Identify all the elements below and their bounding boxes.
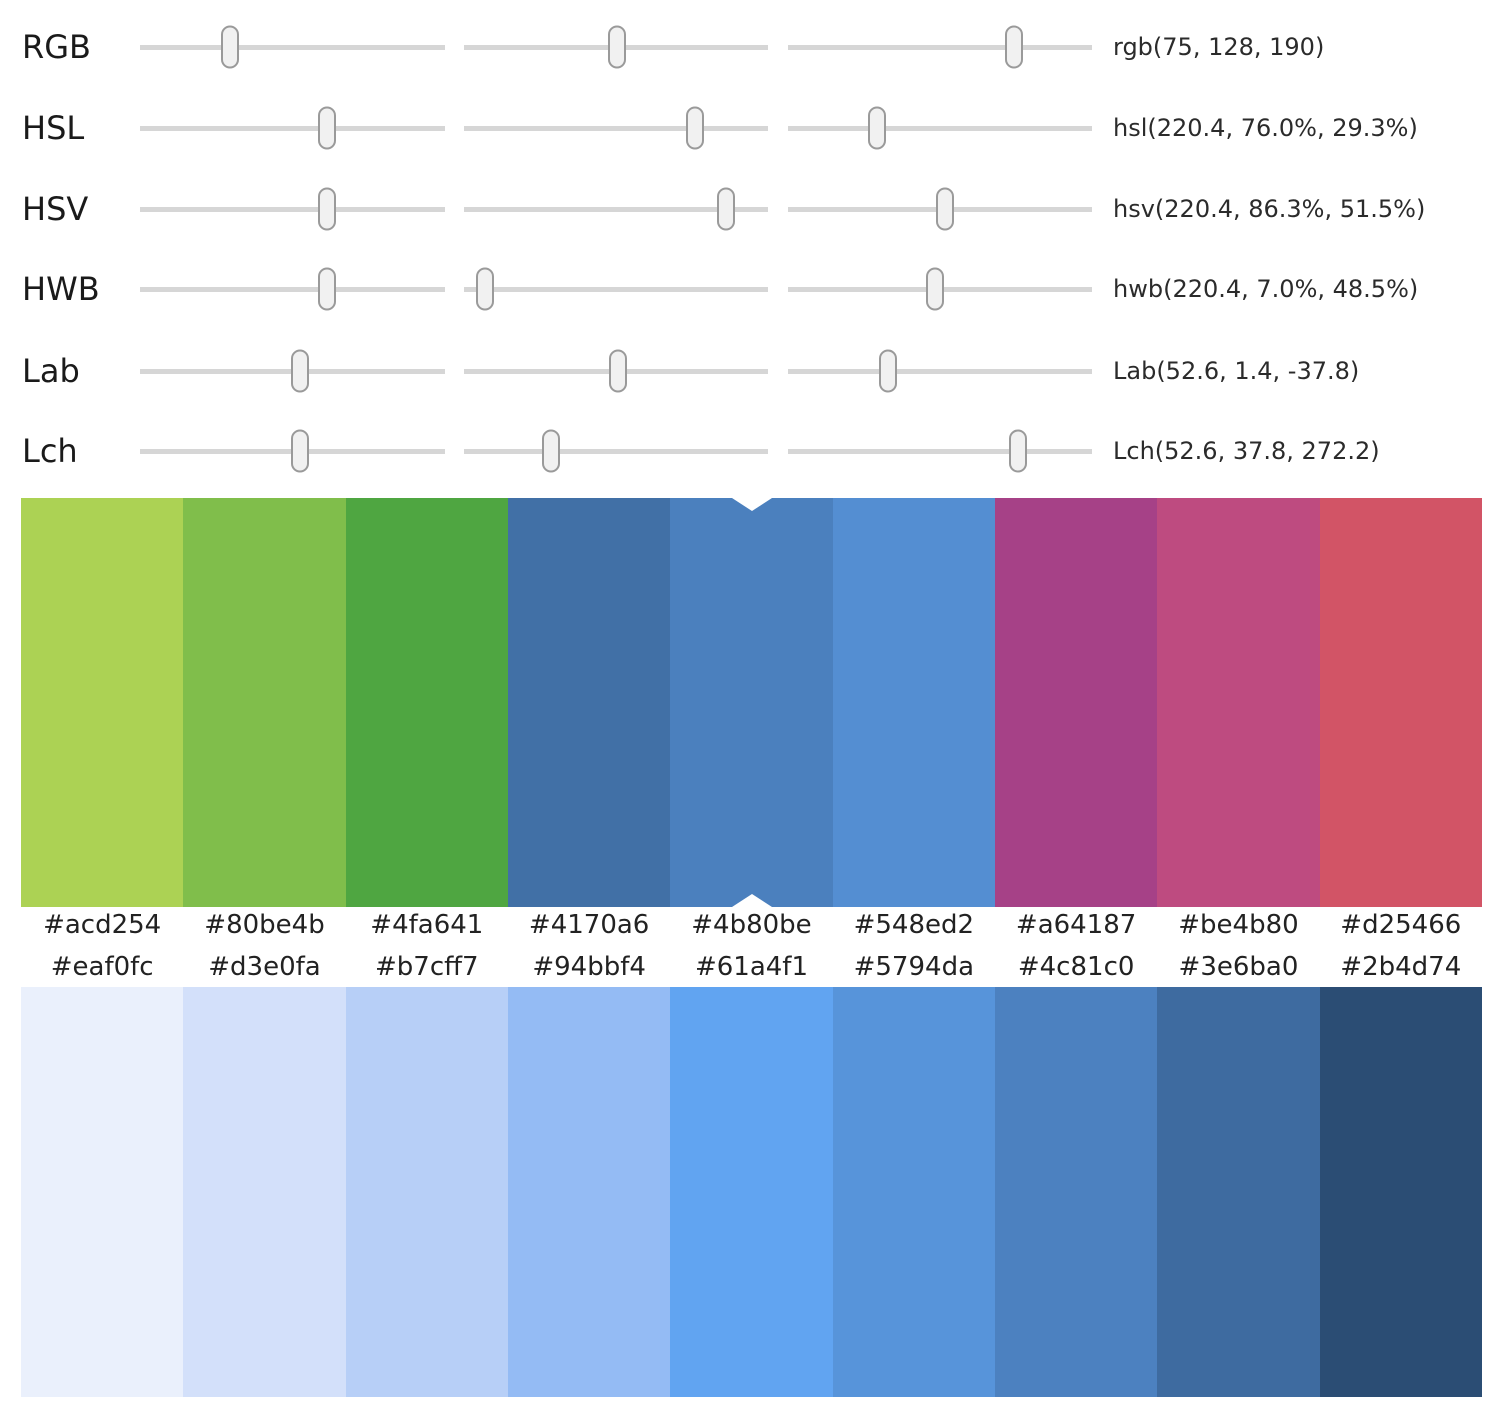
color-value-text: hwb(220.4, 7.0%, 48.5%) [1113, 275, 1419, 303]
hex-label: #eaf0fc [50, 952, 154, 982]
hex-label: #4fa641 [370, 910, 484, 940]
hue-strip [21, 498, 1482, 907]
slider-track[interactable] [140, 349, 445, 393]
slider-row-label: Lch [22, 432, 78, 470]
slider-row-hsv: HSV hsv(220.4, 86.3%, 51.5%) [0, 169, 1501, 249]
hex-label: #d25466 [1340, 910, 1462, 940]
hex-label: #d3e0fa [208, 952, 321, 982]
selection-notch-bottom [731, 894, 772, 907]
slider-row-label: HWB [22, 270, 100, 308]
lightness-strip [21, 987, 1482, 1397]
slider-track[interactable] [464, 429, 768, 473]
lightness-swatch[interactable] [1157, 987, 1320, 1397]
lightness-swatch[interactable] [507, 987, 671, 1397]
lightness-swatch[interactable] [994, 987, 1158, 1397]
slider-handle[interactable] [608, 349, 627, 393]
slider-track[interactable] [464, 25, 768, 69]
slider-track[interactable] [140, 25, 445, 69]
slider-handle[interactable] [476, 267, 495, 311]
slider-track[interactable] [140, 187, 445, 231]
hue-swatch[interactable] [345, 498, 508, 907]
slider-row-label: Lab [22, 352, 80, 390]
hex-label: #5794da [853, 952, 974, 982]
slider-track[interactable] [788, 25, 1092, 69]
slider-track[interactable] [788, 429, 1092, 473]
slider-handle[interactable] [717, 187, 736, 231]
hue-hex-label-row: #acd254 #80be4b #4fa641 #4170a6 #4b80be #548e… [21, 908, 1482, 942]
color-value-text: hsv(220.4, 86.3%, 51.5%) [1113, 195, 1426, 223]
hex-label: #548ed2 [853, 910, 975, 940]
lightness-swatch[interactable] [670, 987, 833, 1397]
slider-track[interactable] [788, 187, 1092, 231]
slider-track[interactable] [464, 267, 768, 311]
slider-track[interactable] [788, 106, 1092, 150]
lightness-swatch[interactable] [1319, 987, 1482, 1397]
slider-track[interactable] [140, 429, 445, 473]
hue-swatch[interactable] [21, 498, 184, 907]
lightness-swatch[interactable] [183, 987, 346, 1397]
slider-handle[interactable] [607, 25, 626, 69]
selection-notch-top [731, 498, 772, 511]
hue-swatch[interactable] [1319, 498, 1482, 907]
slider-handle[interactable] [317, 267, 336, 311]
hex-label: #2b4d74 [1340, 952, 1462, 982]
lightness-swatch[interactable] [832, 987, 995, 1397]
hex-label: #94bbf4 [532, 952, 646, 982]
slider-row-lch: Lch Lch(52.6, 37.8, 272.2) [0, 411, 1501, 491]
color-value-text: hsl(220.4, 76.0%, 29.3%) [1113, 114, 1418, 142]
hex-label: #acd254 [43, 910, 162, 940]
slider-handle[interactable] [1008, 429, 1027, 473]
slider-track[interactable] [464, 106, 768, 150]
hex-label: #b7cff7 [375, 952, 479, 982]
slider-track[interactable] [464, 349, 768, 393]
slider-handle[interactable] [926, 267, 945, 311]
slider-handle[interactable] [878, 349, 897, 393]
slider-handle[interactable] [291, 429, 310, 473]
slider-handle[interactable] [1005, 25, 1024, 69]
hex-label: #4b80be [691, 910, 812, 940]
hex-label: #4170a6 [528, 910, 650, 940]
color-value-text: Lab(52.6, 1.4, -37.8) [1113, 357, 1360, 385]
slider-row-lab: Lab Lab(52.6, 1.4, -37.8) [0, 331, 1501, 411]
slider-track[interactable] [788, 267, 1092, 311]
slider-handle[interactable] [220, 25, 239, 69]
slider-handle[interactable] [317, 106, 336, 150]
slider-row-hwb: HWB hwb(220.4, 7.0%, 48.5%) [0, 249, 1501, 329]
hex-label: #3e6ba0 [1178, 952, 1299, 982]
color-value-text: rgb(75, 128, 190) [1113, 33, 1325, 61]
slider-handle[interactable] [317, 187, 336, 231]
slider-row-hsl: HSL hsl(220.4, 76.0%, 29.3%) [0, 88, 1501, 168]
hue-swatch[interactable] [994, 498, 1158, 907]
slider-row-label: HSV [22, 190, 89, 228]
lightness-swatch[interactable] [21, 987, 184, 1397]
slider-row-label: HSL [22, 109, 85, 147]
color-value-text: Lch(52.6, 37.8, 272.2) [1113, 437, 1380, 465]
slider-track[interactable] [140, 106, 445, 150]
hue-swatch[interactable] [670, 498, 833, 907]
hue-swatch[interactable] [183, 498, 346, 907]
slider-row-label: RGB [22, 28, 91, 66]
hex-label: #a64187 [1015, 910, 1137, 940]
slider-handle[interactable] [935, 187, 954, 231]
hex-label: #61a4f1 [694, 952, 808, 982]
slider-handle[interactable] [686, 106, 705, 150]
lightness-hex-label-row: #eaf0fc #d3e0fa #b7cff7 #94bbf4 #61a4f1 #5794… [21, 950, 1482, 984]
hex-label: #80be4b [204, 910, 325, 940]
hue-swatch[interactable] [832, 498, 995, 907]
hex-label: #4c81c0 [1017, 952, 1135, 982]
hue-swatch[interactable] [1157, 498, 1320, 907]
slider-handle[interactable] [541, 429, 560, 473]
slider-track[interactable] [788, 349, 1092, 393]
hex-label: #be4b80 [1178, 910, 1299, 940]
slider-track[interactable] [464, 187, 768, 231]
hue-swatch[interactable] [507, 498, 671, 907]
slider-handle[interactable] [291, 349, 310, 393]
slider-handle[interactable] [868, 106, 887, 150]
slider-track[interactable] [140, 267, 445, 311]
slider-row-rgb: RGB rgb(75, 128, 190) [0, 7, 1501, 87]
lightness-swatch[interactable] [345, 987, 508, 1397]
